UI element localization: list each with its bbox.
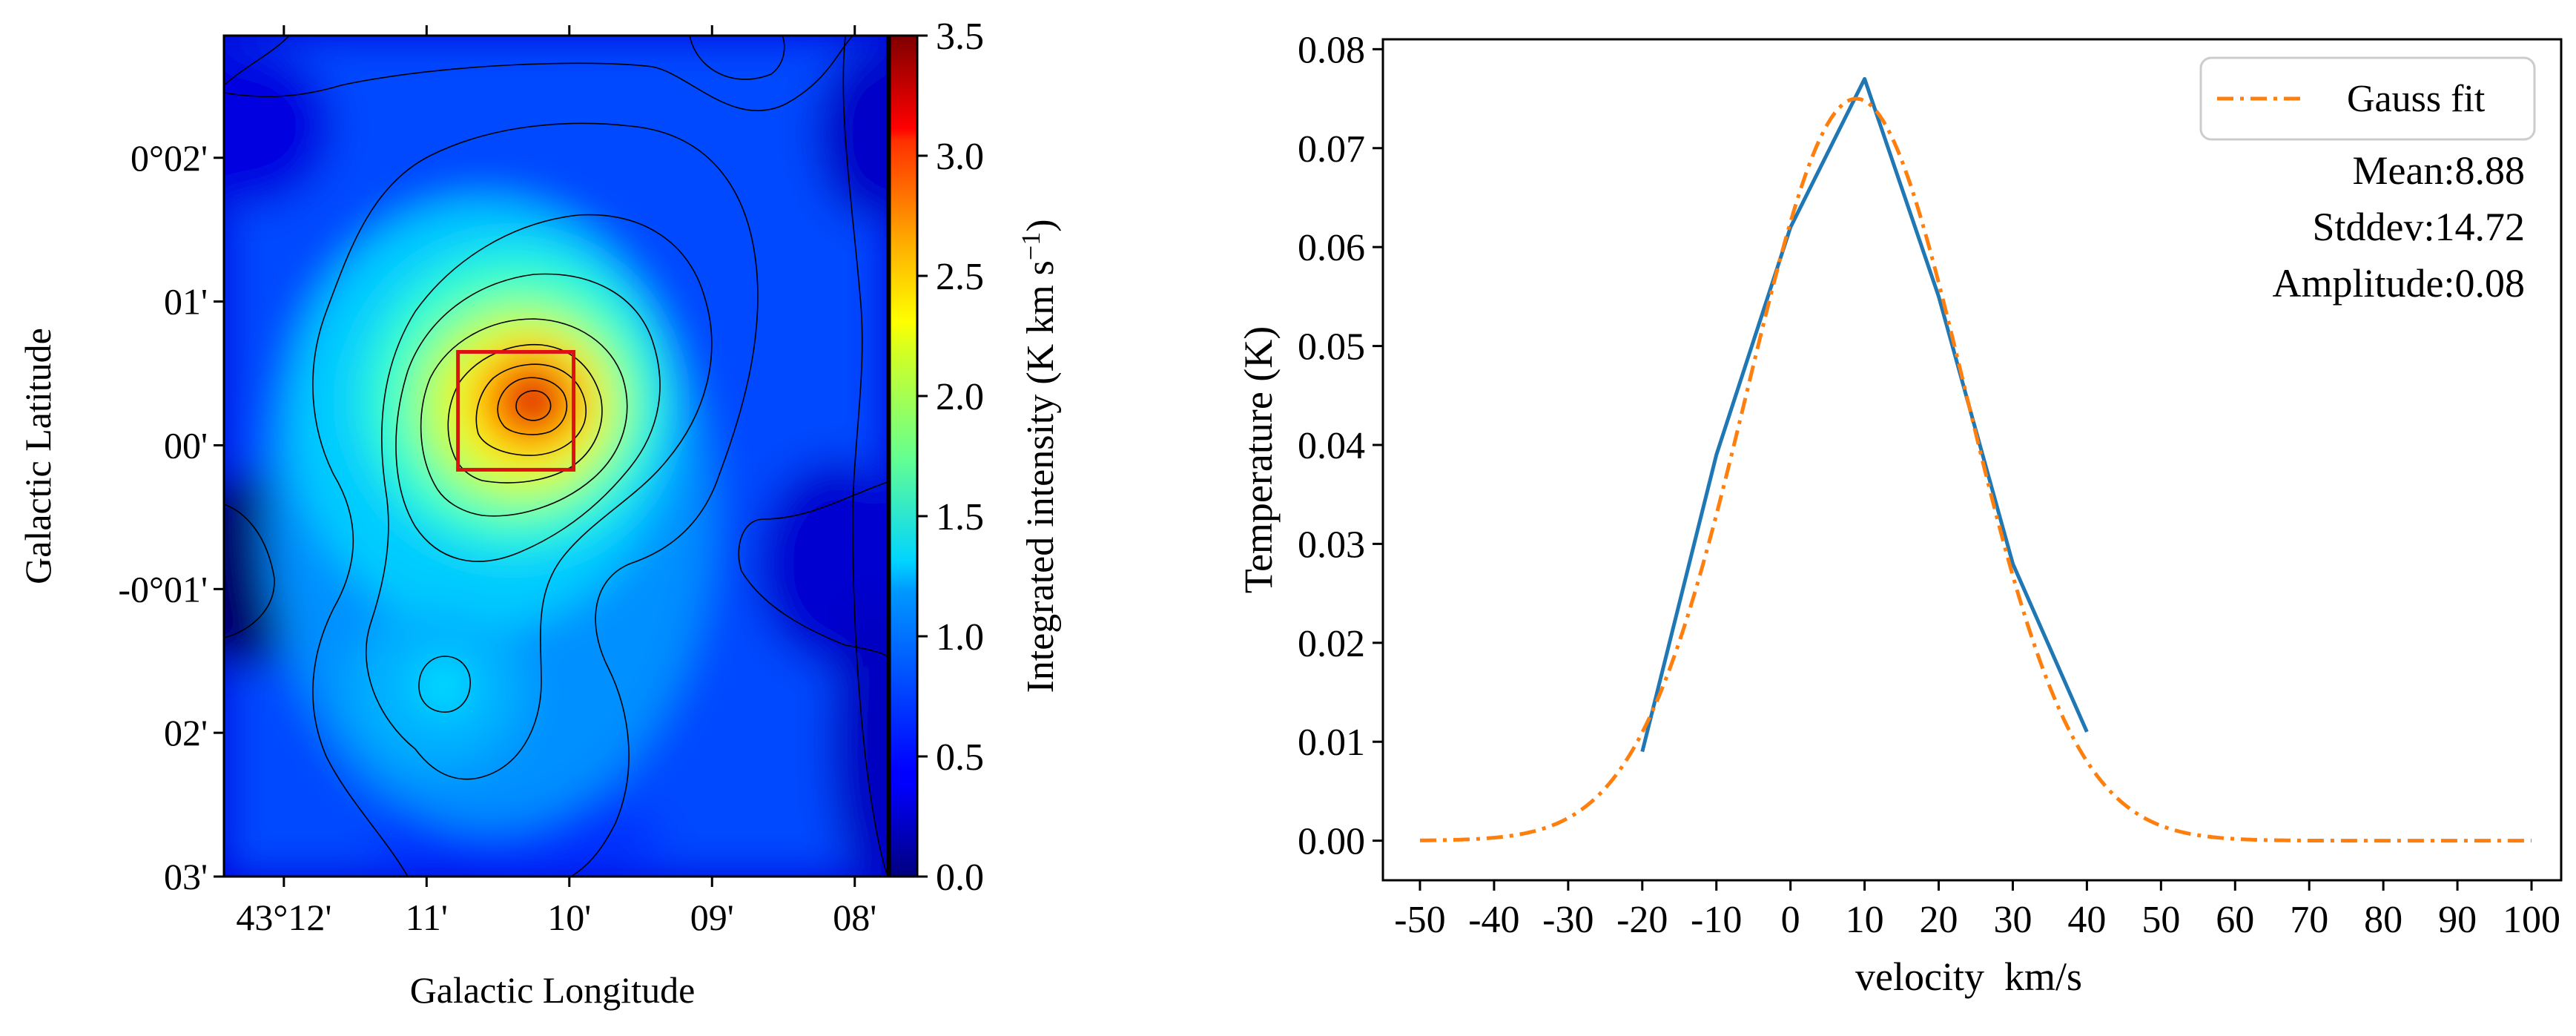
spectrum-x-axis-label: velocity km/s (1855, 954, 2082, 999)
map-y-tick-label: 0°02' (131, 137, 208, 179)
spectrum-x-tick-label: 20 (1920, 899, 1958, 941)
map-y-tick-label: -0°01' (118, 568, 208, 610)
colorbar-tick-label: 3.5 (936, 16, 984, 58)
intensity-map (224, 36, 888, 877)
map-y-tick-label: 02' (164, 712, 208, 753)
spectrum-y-tick-label: 0.00 (1298, 821, 1365, 863)
map-y-tick-label: 01' (164, 281, 208, 323)
spectrum-x-tick-label: 30 (1993, 899, 2032, 941)
spectrum-x-tick-label: -40 (1468, 899, 1519, 941)
colorbar-tick-label: 2.0 (936, 376, 984, 418)
spectrum-x-tick-label: 10 (1846, 899, 1884, 941)
colorbar-label-exponent: −1 (1016, 232, 1046, 260)
map-frame (222, 34, 889, 878)
map-y-tick-label: 00' (164, 424, 208, 466)
spectrum-y-tick-label: 0.06 (1298, 227, 1365, 269)
map-x-tick-label: 09' (690, 897, 734, 938)
legend-label-gauss-fit: Gauss fit (2347, 78, 2486, 120)
legend: Gauss fit (2199, 56, 2536, 141)
colorbar-tick-label: 2.5 (936, 256, 984, 298)
spectrum-x-tick-label: 40 (2067, 899, 2106, 941)
spectrum-y-tick-label: 0.03 (1298, 524, 1365, 566)
colorbar-tick-label: 0.5 (936, 736, 984, 779)
spectrum-y-tick-label: 0.08 (1298, 29, 1365, 71)
selection-box[interactable] (456, 349, 576, 472)
spectrum-x-tick-label: -50 (1394, 899, 1445, 941)
spectrum-x-tick-label: 50 (2141, 899, 2180, 941)
map-x-tick-label: 08' (833, 897, 876, 938)
spectrum-x-tick-label: 70 (2290, 899, 2328, 941)
colorbar-gradient (888, 34, 919, 878)
spectrum-y-tick-label: 0.04 (1298, 425, 1365, 467)
map-x-tick-label: 11' (406, 897, 448, 938)
colorbar-label: Integrated intensity (K km s−1) (1016, 219, 1062, 693)
colorbar-ticks: 0.0 0.5 1.0 1.5 2.0 2.5 3.0 3.5 (917, 16, 984, 899)
spectrum-y-tick-label: 0.01 (1298, 722, 1365, 764)
spectrum-frame (1381, 38, 2563, 882)
spectrum-x-tick-label: -10 (1691, 899, 1742, 941)
spectrum-series (1419, 76, 2532, 843)
intensity-map-panel: 43°12' 11' 10' 09' 08' 0°02' 01' 00' -0°01' 02' 03… (17, 16, 1062, 1011)
colorbar-tick-label: 3.0 (936, 136, 984, 178)
spectrum-y-axis-label: Temperature (K) (1236, 326, 1281, 594)
annotation-amplitude: Amplitude:0.08 (2273, 261, 2525, 306)
spectrum-axes: -50 -40 -30 -20 -10 0 10 20 30 40 50 60 70 80 90 100 0.0… (1298, 29, 2560, 941)
colorbar-label-main: Integrated intensity (K km s (1020, 260, 1062, 693)
spectrum-y-tick-label: 0.02 (1298, 623, 1365, 665)
contour-lines (224, 36, 888, 877)
spectrum-x-tick-label: 60 (2216, 899, 2254, 941)
spectrum-panel: -50 -40 -30 -20 -10 0 10 20 30 40 50 60 70 80 90 100 0.0… (1236, 29, 2563, 999)
legend-frame (2199, 56, 2536, 141)
spectrum-x-tick-label: 100 (2503, 899, 2560, 941)
map-y-tick-label: 03' (164, 856, 208, 897)
spectrum-x-tick-label: 0 (1781, 899, 1800, 941)
map-x-tick-label: 43°12' (236, 897, 331, 938)
spectrum-x-tick-label: 90 (2438, 899, 2477, 941)
fit-annotations: Mean:8.88 Stddev:14.72 Amplitude:0.08 (2273, 148, 2525, 306)
spectrum-y-tick-label: 0.07 (1298, 128, 1365, 171)
map-x-axis-label: Galactic Longitude (410, 969, 696, 1011)
map-x-tick-label: 10' (547, 897, 591, 938)
colorbar: 0.0 0.5 1.0 1.5 2.0 2.5 3.0 3.5 Integrated inte… (888, 16, 1062, 899)
map-y-axis-label: Galactic Latitude (17, 328, 59, 584)
spectrum-x-tick-label: -20 (1616, 899, 1668, 941)
spectrum-y-tick-label: 0.05 (1298, 326, 1365, 369)
colorbar-tick-label: 1.0 (936, 616, 984, 659)
colorbar-label-suffix: ) (1020, 219, 1062, 231)
spectrum-x-tick-label: 80 (2364, 899, 2402, 941)
colorbar-tick-label: 0.0 (936, 857, 984, 899)
spectrum-x-tick-label: -30 (1542, 899, 1594, 941)
annotation-mean: Mean:8.88 (2353, 148, 2525, 193)
annotation-stddev: Stddev:14.72 (2312, 205, 2525, 249)
colorbar-tick-label: 1.5 (936, 496, 984, 538)
gauss-fit-line (1419, 96, 2532, 843)
observed-spectrum-line (1640, 76, 2089, 753)
map-axes: 43°12' 11' 10' 09' 08' 0°02' 01' 00' -0°01' 02' 03… (118, 25, 876, 938)
